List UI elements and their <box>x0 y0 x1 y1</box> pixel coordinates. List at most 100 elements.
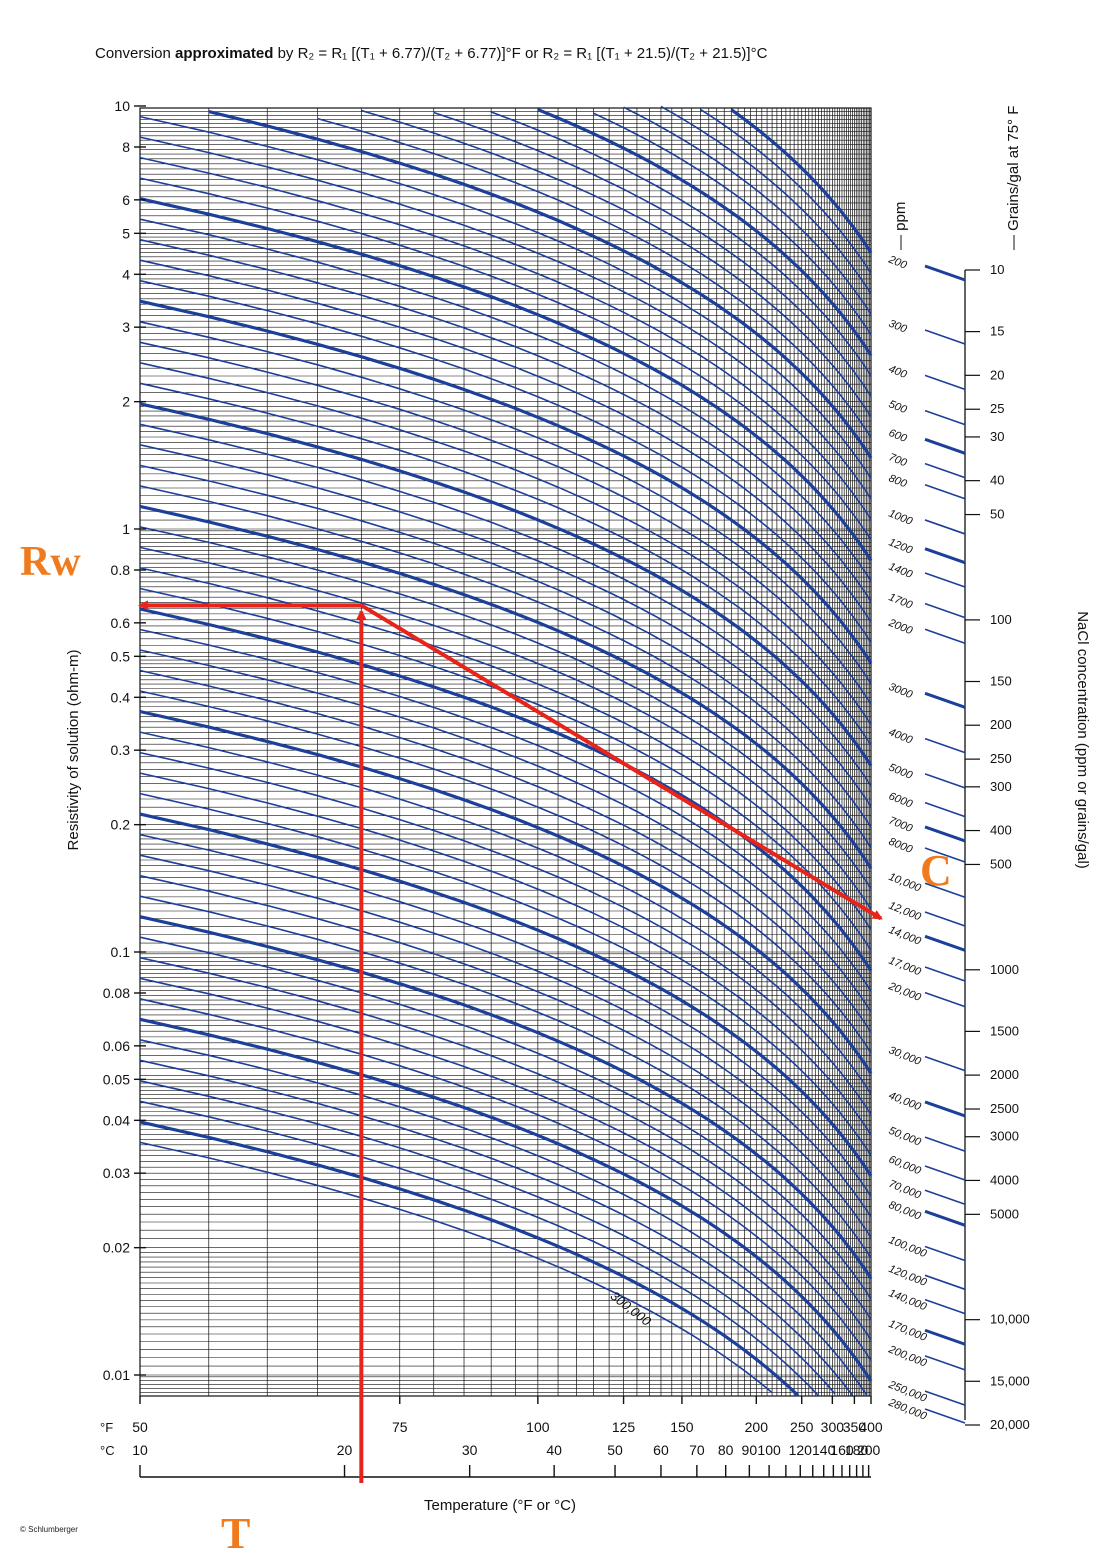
concentration-curve <box>139 587 872 951</box>
concentration-curve <box>139 1080 836 1395</box>
ppm-tick <box>924 911 966 927</box>
x-tick-label-c: 120 <box>789 1442 813 1458</box>
y-tick-label: 4 <box>122 266 130 282</box>
concentration-curve <box>139 998 872 1361</box>
concentration-curve <box>139 1039 868 1396</box>
x-tick-label-c: 180 <box>845 1442 869 1458</box>
ppm-tick <box>924 1408 966 1424</box>
grains-label: 20 <box>990 367 1004 382</box>
y-tick-label: 8 <box>122 139 130 155</box>
ppm-label: 1000 <box>887 508 915 529</box>
ppm-label: 140,000 <box>887 1287 929 1313</box>
x-tick-label-c: 140 <box>812 1442 836 1458</box>
grains-label: 2000 <box>990 1067 1019 1082</box>
y-tick-label: 6 <box>122 192 130 208</box>
x-tick-label-c: 160 <box>830 1442 854 1458</box>
y-tick-label: 1 <box>122 521 130 537</box>
concentration-curve <box>139 690 872 1054</box>
example-path <box>138 600 883 1483</box>
ppm-label: 6000 <box>887 790 915 811</box>
ppm-label: 10,000 <box>887 871 924 895</box>
x-tick-label-f: 350 <box>843 1419 867 1435</box>
grains-label: 40 <box>990 473 1004 488</box>
grains-label: 10,000 <box>990 1312 1030 1327</box>
ppm-tick <box>924 329 966 345</box>
y-tick-label: 0.1 <box>111 944 131 960</box>
x-tick-label-c: 10 <box>132 1442 148 1458</box>
ppm-tick <box>924 991 966 1008</box>
grains-label: 150 <box>990 674 1012 689</box>
concentration-curve <box>139 709 873 1075</box>
ppm-label: 400 <box>887 363 909 381</box>
concentration-curve <box>139 1017 873 1382</box>
ppm-tick <box>924 572 966 588</box>
y-tick-label: 0.02 <box>103 1240 130 1256</box>
right-scale: 200 300 400 500 600 700 800 1000 1200 1400 1700 200… <box>886 253 1030 1432</box>
grains-label: 15 <box>990 324 1004 339</box>
concentration-curve <box>139 1100 819 1397</box>
x-tick-label-f: 50 <box>132 1419 148 1435</box>
ppm-tick <box>924 1245 966 1262</box>
grains-label: 300 <box>990 779 1012 794</box>
concentration-curve <box>139 321 872 684</box>
ppm-label: 80,000 <box>887 1199 924 1223</box>
concentration-curve <box>139 341 872 705</box>
concentration-curve <box>537 108 873 357</box>
concentration-curve <box>361 109 872 418</box>
grains-label: 100 <box>990 612 1012 627</box>
title-bold: approximated <box>175 45 273 62</box>
ppm-tick <box>924 1100 966 1118</box>
t-label: T <box>221 1509 250 1550</box>
y-tick-label: 0.08 <box>103 985 130 1001</box>
ppm-tick <box>924 1328 966 1346</box>
ppm-label: 800 <box>887 472 909 490</box>
grains-header: — Grains/gal at 75° F <box>1005 106 1022 250</box>
ppm-tick <box>924 1136 966 1152</box>
ppm-tick <box>924 437 966 455</box>
y-tick-label: 3 <box>122 319 130 335</box>
x-unit-c: °C <box>100 1443 115 1458</box>
curves <box>139 105 873 1397</box>
x-tick-label-f: 200 <box>745 1419 769 1435</box>
rw-label: Rw <box>20 539 81 585</box>
ppm-tick <box>924 966 966 982</box>
concentration-curve <box>433 111 872 397</box>
grains-label: 10 <box>990 262 1004 277</box>
concentration-curve <box>490 111 872 377</box>
concentration-curve <box>139 854 872 1218</box>
ppm-tick <box>924 737 966 754</box>
ppm-label: 30,000 <box>887 1044 924 1068</box>
x-axis-label: Temperature (°F or °C) <box>424 1497 576 1514</box>
ppm-label: 4000 <box>887 726 915 747</box>
concentration-curve <box>139 1141 773 1394</box>
x-tick-label-f: 250 <box>790 1419 814 1435</box>
concentration-curve <box>139 895 872 1259</box>
ppm-tick <box>924 1390 966 1406</box>
concentration-curve <box>139 792 872 1156</box>
ppm-tick <box>924 1298 966 1315</box>
ppm-label: 7000 <box>887 815 915 836</box>
grains-label: 250 <box>990 751 1012 766</box>
y-tick-label: 0.2 <box>111 817 131 833</box>
y-tick-label: 0.03 <box>103 1165 130 1181</box>
concentration-curve <box>139 936 872 1300</box>
ppm-label: 700 <box>887 451 909 469</box>
grains-label: 3000 <box>990 1129 1019 1144</box>
concentration-curve <box>660 105 872 295</box>
grains-label: 30 <box>990 429 1004 444</box>
ppm-label: 14,000 <box>887 924 924 948</box>
y-tick-label: 0.3 <box>111 742 131 758</box>
ppm-label: 200,000 <box>886 1343 929 1370</box>
x-tick-label-f: 150 <box>670 1419 694 1435</box>
concentration-curve <box>139 382 872 746</box>
right-axis-label: NaCl concentration (ppm or grains/gal) <box>1074 611 1091 869</box>
x-tick-label-c: 80 <box>718 1442 734 1458</box>
concentration-curve <box>139 915 873 1280</box>
concentration-curve <box>730 108 873 254</box>
concentration-curve <box>139 177 872 541</box>
concentration-curve <box>139 218 872 582</box>
y-tick-label: 0.5 <box>111 648 131 664</box>
ppm-label: 1400 <box>887 561 915 582</box>
ppm-label: 1200 <box>887 536 915 557</box>
